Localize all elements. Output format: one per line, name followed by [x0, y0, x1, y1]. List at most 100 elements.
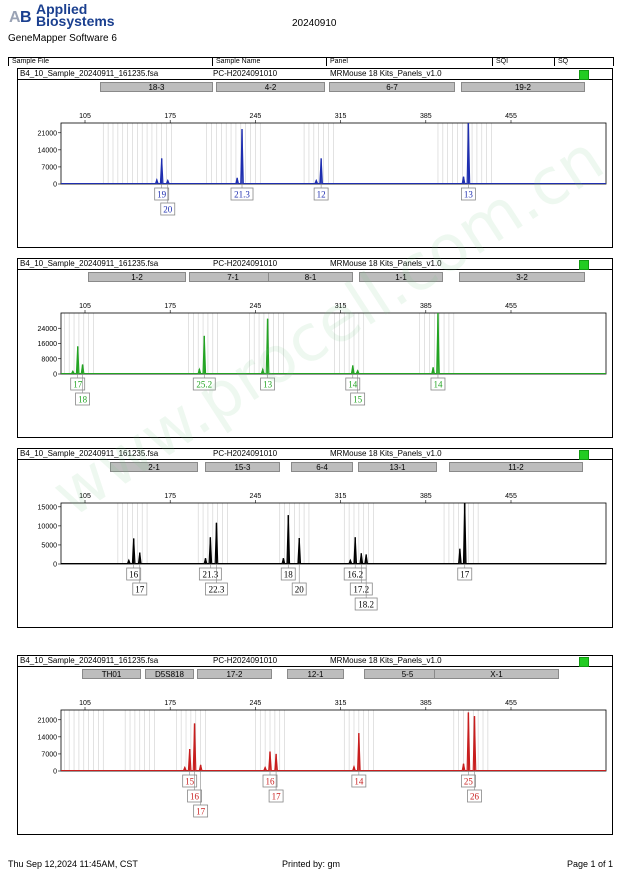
allele-call-box: [457, 567, 473, 581]
allele-call-label: 17: [460, 570, 470, 580]
allele-call-label: 17: [196, 807, 206, 817]
allele-call-box: [70, 377, 86, 391]
x-tick-label: 315: [335, 303, 347, 310]
page-number: Page 1 of 1: [567, 859, 614, 869]
allele-call-box: [354, 597, 378, 611]
allele-call-label: 14: [433, 380, 443, 390]
allele-call-label: 15: [353, 395, 363, 405]
panel-2: B4_10_Sample_20240911_161235.fsa PC-H2024…: [17, 258, 613, 438]
x-tick-label: 385: [420, 113, 432, 120]
allele-call-box: [132, 582, 148, 596]
marker-15-3[interactable]: 15-3: [205, 462, 280, 472]
x-tick-label: 105: [79, 493, 91, 500]
x-tick-label: 385: [420, 700, 432, 707]
panel-1: B4_10_Sample_20240911_161235.fsa PC-H2024…: [17, 68, 613, 248]
allele-call-box: [268, 789, 284, 803]
x-tick-label: 315: [335, 700, 347, 707]
allele-call-label: 13: [263, 380, 273, 390]
ab-logo: A B: [8, 7, 34, 25]
allele-call-box: [126, 567, 142, 581]
allele-call-box: [349, 582, 373, 596]
allele-call-label: 17.2: [353, 585, 369, 595]
x-tick-label: 455: [505, 113, 517, 120]
run-date: 20240910: [292, 18, 337, 29]
allele-call-box: [345, 377, 361, 391]
sample-info-row: B4_10_Sample_20240911_161235.fsa PC-H2024…: [18, 449, 612, 460]
marker-6-7[interactable]: 6-7: [329, 82, 455, 92]
x-tick-label: 105: [79, 700, 91, 707]
svg-text:B: B: [20, 9, 32, 25]
y-tick-label: 7000: [41, 164, 57, 171]
marker-18-3[interactable]: 18-3: [100, 82, 213, 92]
allele-call-box: [460, 187, 476, 201]
marker-17-2[interactable]: 17-2: [197, 669, 272, 679]
marker-D5S818[interactable]: D5S818: [145, 669, 194, 679]
allele-call-label: 16: [190, 792, 200, 802]
allele-call-box: [262, 774, 278, 788]
allele-call-label: 16: [129, 570, 139, 580]
marker-12-1[interactable]: 12-1: [287, 669, 344, 679]
allele-call-label: 18: [78, 395, 88, 405]
y-tick-label: 24000: [38, 326, 58, 333]
col-sq: SQ: [554, 58, 568, 66]
allele-call-box: [351, 774, 367, 788]
y-tick-label: 5000: [41, 542, 57, 549]
allele-call-label: 17: [73, 380, 83, 390]
y-tick-label: 0: [53, 182, 57, 189]
marker-X-1[interactable]: X-1: [434, 669, 559, 679]
col-sqi: SQI: [492, 58, 508, 66]
sq-status-indicator: [579, 657, 589, 667]
y-tick-label: 10000: [38, 523, 58, 530]
allele-call-label: 18: [284, 570, 294, 580]
marker-13-1[interactable]: 13-1: [358, 462, 437, 472]
panel-3: B4_10_Sample_20240911_161235.fsa PC-H2024…: [17, 448, 613, 628]
signal-trace: [61, 502, 606, 565]
allele-call-box: [160, 202, 176, 216]
marker-11-2[interactable]: 11-2: [449, 462, 583, 472]
electropherogram-plot: 105 175 245 315 385 455 0 5000 10000 15000 16 17 21.…: [38, 493, 607, 611]
x-tick-label: 245: [250, 493, 262, 500]
allele-call-label: 25: [464, 777, 474, 787]
allele-call-box: [192, 377, 216, 391]
sq-status-indicator: [579, 260, 589, 270]
allele-call-label: 12: [317, 190, 326, 200]
y-tick-label: 0: [53, 769, 57, 776]
allele-call-label: 26: [470, 792, 480, 802]
allele-call-label: 17: [272, 792, 282, 802]
sample-file: B4_10_Sample_20240911_161235.fsa: [20, 259, 159, 268]
y-tick-label: 14000: [38, 147, 58, 154]
sample-info-row: B4_10_Sample_20240911_161235.fsa PC-H2024…: [18, 656, 612, 667]
marker-6-4[interactable]: 6-4: [291, 462, 353, 472]
y-tick-label: 8000: [41, 356, 57, 363]
sample-file: B4_10_Sample_20240911_161235.fsa: [20, 449, 159, 458]
allele-call-box: [205, 582, 228, 596]
col-sample-file: Sample File: [12, 58, 49, 65]
x-tick-label: 245: [250, 700, 262, 707]
marker-19-2[interactable]: 19-2: [461, 82, 585, 92]
printed-at: Thu Sep 12,2024 11:45AM, CST: [8, 859, 138, 869]
marker-1-1[interactable]: 1-1: [359, 272, 443, 282]
sample-name: PC-H2024091010: [213, 449, 278, 458]
allele-call-box: [193, 804, 209, 818]
marker-2-1[interactable]: 2-1: [110, 462, 198, 472]
marker-4-2[interactable]: 4-2: [216, 82, 325, 92]
sample-name: PC-H2024091010: [213, 656, 278, 665]
y-tick-label: 15000: [38, 504, 58, 511]
x-tick-label: 175: [164, 303, 176, 310]
x-tick-label: 315: [335, 113, 347, 120]
marker-1-2[interactable]: 1-2: [88, 272, 186, 282]
panel-name: MRMouse 18 Kits_Panels_v1.0: [330, 69, 442, 78]
svg-text:A: A: [9, 9, 21, 25]
allele-call-box: [187, 789, 202, 803]
allele-call-box: [182, 774, 198, 788]
marker-3-2[interactable]: 3-2: [459, 272, 585, 282]
allele-call-box: [313, 187, 329, 201]
y-tick-label: 0: [53, 562, 57, 569]
marker-8-1[interactable]: 8-1: [268, 272, 353, 282]
allele-call-label: 22.3: [209, 585, 225, 595]
allele-call-box: [350, 392, 366, 406]
marker-TH01[interactable]: TH01: [82, 669, 141, 679]
electropherogram-plot: 105 175 245 315 385 455 0 7000 14000 21000 15 16 17 1…: [38, 700, 607, 818]
software-name: GeneMapper Software 6: [8, 33, 117, 44]
allele-call-box: [230, 187, 254, 201]
